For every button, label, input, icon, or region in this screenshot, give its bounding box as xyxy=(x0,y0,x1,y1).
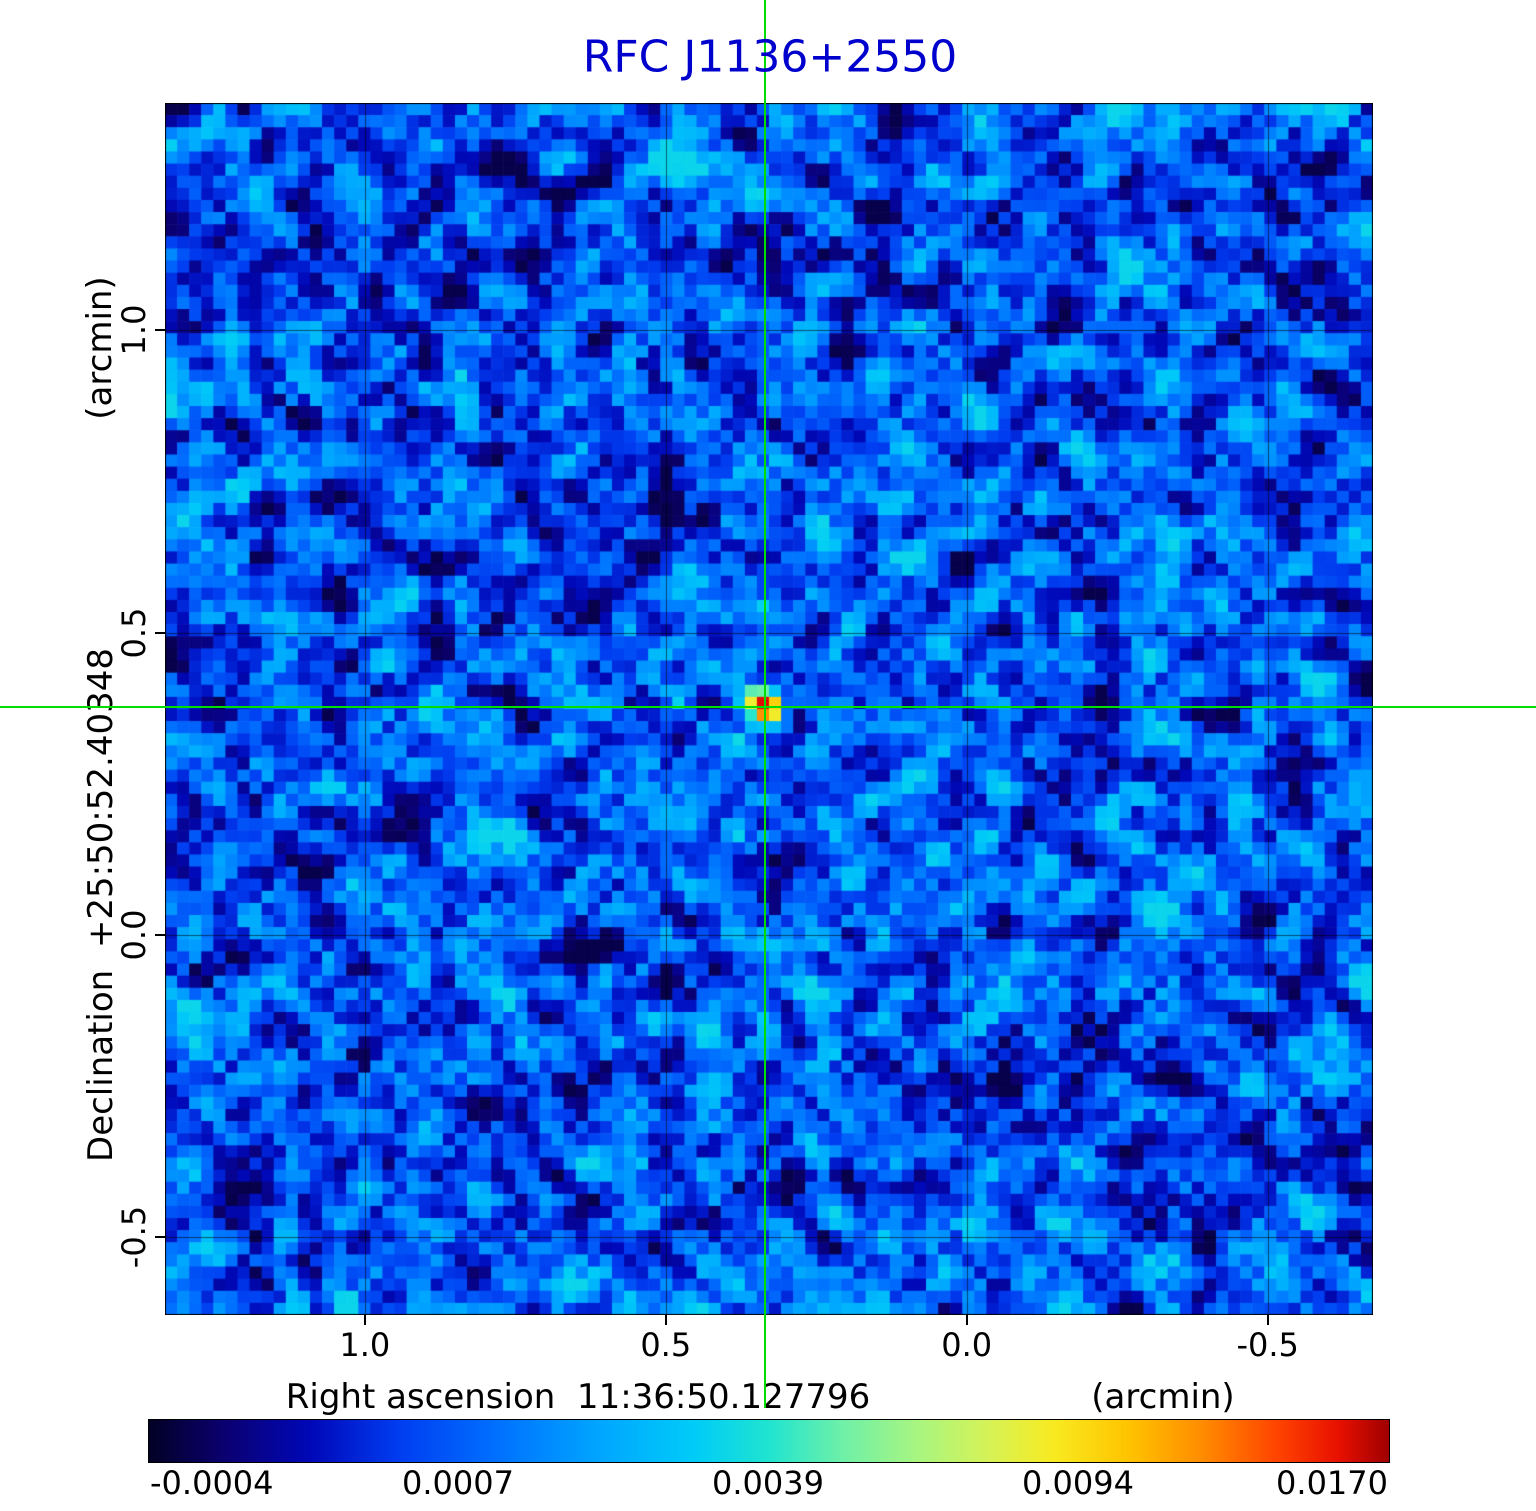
radio-image-heatmap xyxy=(165,103,1373,1315)
colorbar-tick-label: 0.0170 xyxy=(1276,1464,1388,1502)
y-tick-label: -0.5 xyxy=(115,1205,153,1269)
colorbar-tick-label: 0.0039 xyxy=(712,1464,824,1502)
colorbar-tick-label: -0.0004 xyxy=(150,1464,274,1502)
x-axis-label: Right ascension 11:36:50.127796 xyxy=(285,1377,871,1417)
x-tick-label: 0.5 xyxy=(640,1326,692,1364)
y-tick-mark xyxy=(155,1236,165,1239)
crosshair-vertical-line xyxy=(764,0,767,1408)
x-tick-label: -0.5 xyxy=(1236,1326,1299,1364)
x-tick-mark xyxy=(965,1315,968,1325)
colorbar-gradient xyxy=(149,1420,1389,1462)
y-tick-label: 0.5 xyxy=(115,607,153,658)
x-axis-unit-label: (arcmin) xyxy=(1091,1377,1235,1417)
y-tick-mark xyxy=(155,329,165,332)
colorbar-tick-label: 0.0094 xyxy=(1022,1464,1134,1502)
image-plot xyxy=(165,103,1373,1315)
x-tick-mark xyxy=(363,1315,366,1325)
colorbar-tick-labels: -0.0004 0.0007 0.0039 0.0094 0.0170 xyxy=(148,1464,1388,1504)
x-tick-mark xyxy=(1266,1315,1269,1325)
x-tick-label: 1.0 xyxy=(339,1326,391,1364)
colorbar-tick-label: 0.0007 xyxy=(402,1464,514,1502)
y-tick-mark xyxy=(155,631,165,634)
x-tick-mark xyxy=(664,1315,667,1325)
y-tick-label: 1.0 xyxy=(115,304,153,356)
x-tick-label: 0.0 xyxy=(941,1326,993,1364)
crosshair-horizontal-line xyxy=(0,706,1536,709)
colorbar xyxy=(148,1419,1390,1463)
y-axis-label: Declination +25:50:52.40348 xyxy=(81,648,121,1162)
y-tick-label: 0.0 xyxy=(115,909,153,961)
y-axis-unit-label: (arcmin) xyxy=(80,276,120,420)
y-tick-mark xyxy=(155,933,165,936)
figure-title: RFC J1136+2550 xyxy=(582,31,958,83)
